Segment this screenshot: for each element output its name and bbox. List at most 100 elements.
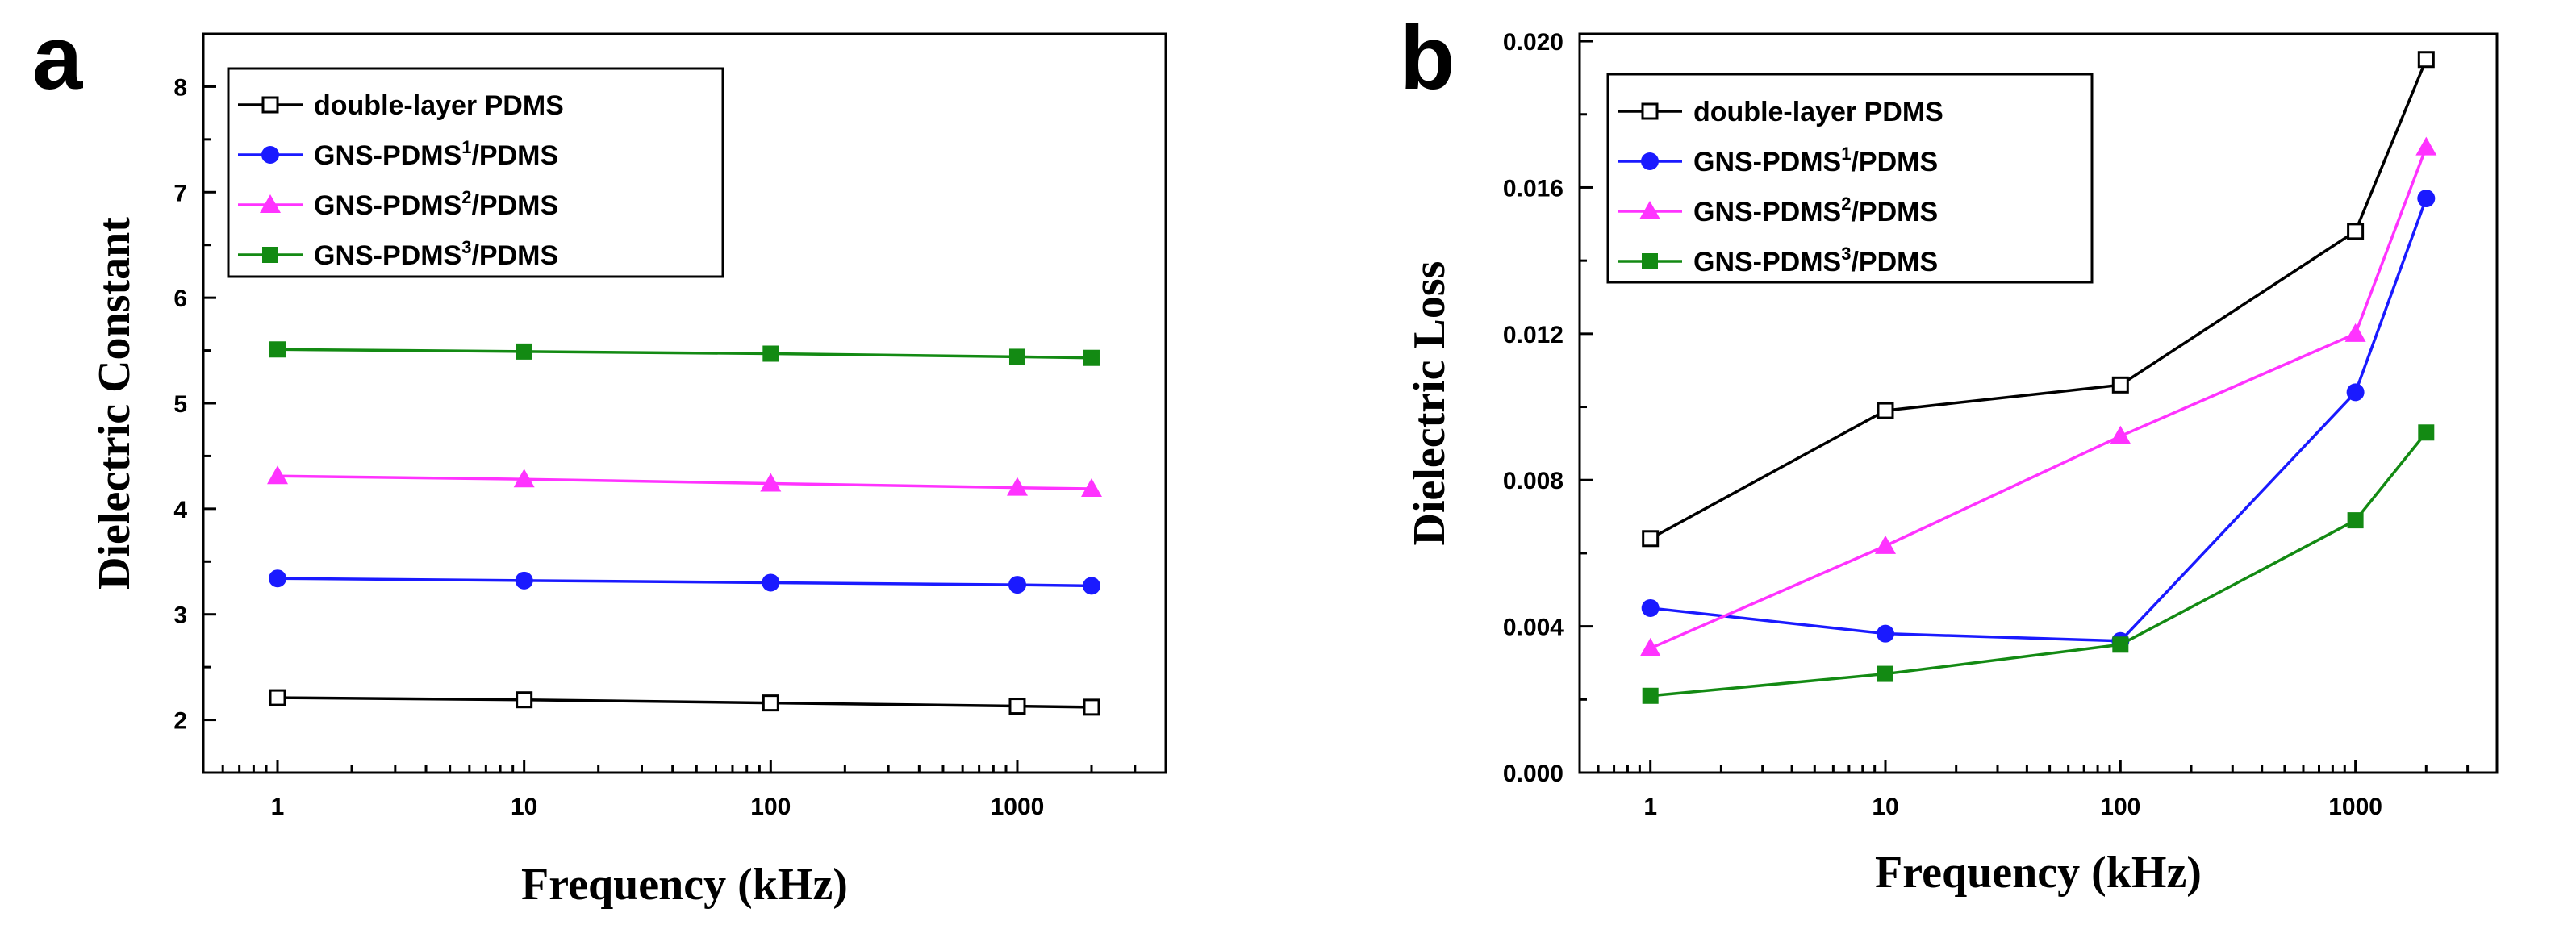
legend-label: GNS-PDMS1/PDMS (314, 137, 558, 171)
y-tick-label: 3 (173, 602, 187, 629)
data-point (2415, 136, 2437, 156)
legend-label: GNS-PDMS3/PDMS (314, 237, 558, 271)
series-1 (1642, 51, 2435, 548)
y-tick-label: 0.000 (1503, 761, 1564, 787)
data-point (762, 345, 779, 362)
legend-marker (260, 194, 281, 213)
x-tick-label: 100 (750, 794, 791, 820)
data-point (1642, 530, 1660, 548)
series-3 (267, 465, 1102, 497)
plot-frame (1578, 32, 2499, 774)
legend: double-layer PDMS GNS-PDMS1/PDMS GNS-PDMS2… (1606, 73, 2094, 284)
x-tick-label: 1000 (2328, 794, 2382, 820)
x-axis-title: Frequency (kHz) (521, 860, 848, 910)
y-tick-label: 2 (173, 708, 187, 735)
y-tick-label: 0.020 (1503, 29, 1564, 56)
data-point (1008, 576, 1026, 594)
data-point (516, 343, 532, 360)
x-tick-label: 1 (1643, 794, 1657, 820)
data-point (2111, 376, 2129, 394)
y-axis-title: Dielectric Constant (90, 217, 140, 590)
y-axis-title: Dielectric Loss (1405, 261, 1455, 546)
x-tick-label: 1000 (991, 794, 1045, 820)
legend-label: GNS-PDMS3/PDMS (1693, 244, 1938, 277)
x-tick-label: 1 (271, 794, 285, 820)
legend-box (227, 67, 724, 278)
data-point (2112, 636, 2129, 653)
data-point (1877, 402, 1894, 419)
x-tick-label: 10 (1872, 794, 1898, 820)
data-point (1877, 665, 1893, 682)
legend-label: GNS-PDMS2/PDMS (1693, 194, 1938, 227)
data-point (762, 694, 779, 712)
data-point (2347, 223, 2365, 240)
data-point (267, 465, 289, 485)
x-axis-title: Frequency (kHz) (1875, 848, 2202, 898)
data-point (515, 571, 533, 590)
legend-label: double-layer PDMS (314, 90, 564, 121)
legend: double-layer PDMS GNS-PDMS1/PDMS GNS-PDMS2… (227, 67, 724, 278)
data-point (1006, 477, 1028, 496)
data-point (513, 469, 535, 488)
data-point (1008, 698, 1026, 715)
data-point (1877, 624, 1894, 643)
series-3 (1639, 136, 2437, 656)
y-tick-label: 0.008 (1503, 468, 1564, 494)
series-line (277, 348, 1092, 360)
y-tick-label: 7 (173, 180, 187, 206)
series-2 (269, 569, 1100, 595)
data-point (1082, 577, 1100, 595)
data-point (516, 691, 533, 709)
data-point (2347, 512, 2364, 529)
data-point (269, 569, 287, 588)
y-tick-label: 8 (173, 74, 187, 101)
data-point (269, 341, 286, 358)
legend-label: GNS-PDMS1/PDMS (1693, 144, 1938, 177)
chart-panel-b: b 0.000 0.004 0.008 0.012 0.016 0.020 1 10 100 100… (1400, 7, 2499, 898)
data-point (1641, 598, 1660, 617)
y-tick-label: 4 (173, 497, 187, 523)
x-tick-label: 10 (511, 794, 537, 820)
panel-letter: a (32, 7, 83, 108)
data-point (1080, 477, 1102, 497)
legend-marker (261, 146, 279, 164)
data-point (1642, 687, 1659, 704)
legend-marker (262, 247, 278, 263)
data-point (1875, 535, 1896, 554)
legend-label: double-layer PDMS (1693, 97, 1943, 127)
panel-letter: b (1400, 7, 1455, 108)
y-tick-label: 0.012 (1503, 322, 1564, 348)
legend-label: GNS-PDMS2/PDMS (314, 187, 558, 221)
data-point (760, 473, 782, 492)
chart-panel-a: a 2 3 4 5 6 7 8 1 10 100 1000 Frequency (kHz) Dielect… (32, 7, 1167, 910)
data-point (2344, 323, 2366, 342)
data-point (2346, 383, 2365, 402)
legend-marker (1641, 152, 1659, 170)
series-4 (1642, 424, 2435, 704)
y-tick-label: 0.004 (1503, 615, 1564, 641)
legend-marker (1642, 253, 1658, 269)
series-line (277, 577, 1092, 588)
series-line (1650, 431, 2428, 698)
data-point (762, 573, 780, 592)
series-1 (269, 689, 1100, 716)
data-point (2417, 190, 2436, 208)
data-point (1083, 698, 1100, 716)
data-point (2110, 425, 2131, 444)
series-4 (269, 341, 1100, 366)
data-point (1083, 349, 1100, 366)
x-tick-label: 100 (2100, 794, 2140, 820)
data-point (1639, 637, 1661, 656)
data-point (1008, 348, 1025, 365)
legend-box (1606, 73, 2094, 284)
series-line (277, 474, 1092, 490)
y-tick-label: 5 (173, 391, 187, 418)
legend-marker (261, 96, 279, 114)
series-line (277, 696, 1092, 709)
legend-marker (1639, 201, 1660, 219)
y-tick-label: 6 (173, 286, 187, 312)
data-point (2417, 51, 2435, 69)
legend-marker (1641, 102, 1659, 120)
data-point (269, 689, 286, 706)
